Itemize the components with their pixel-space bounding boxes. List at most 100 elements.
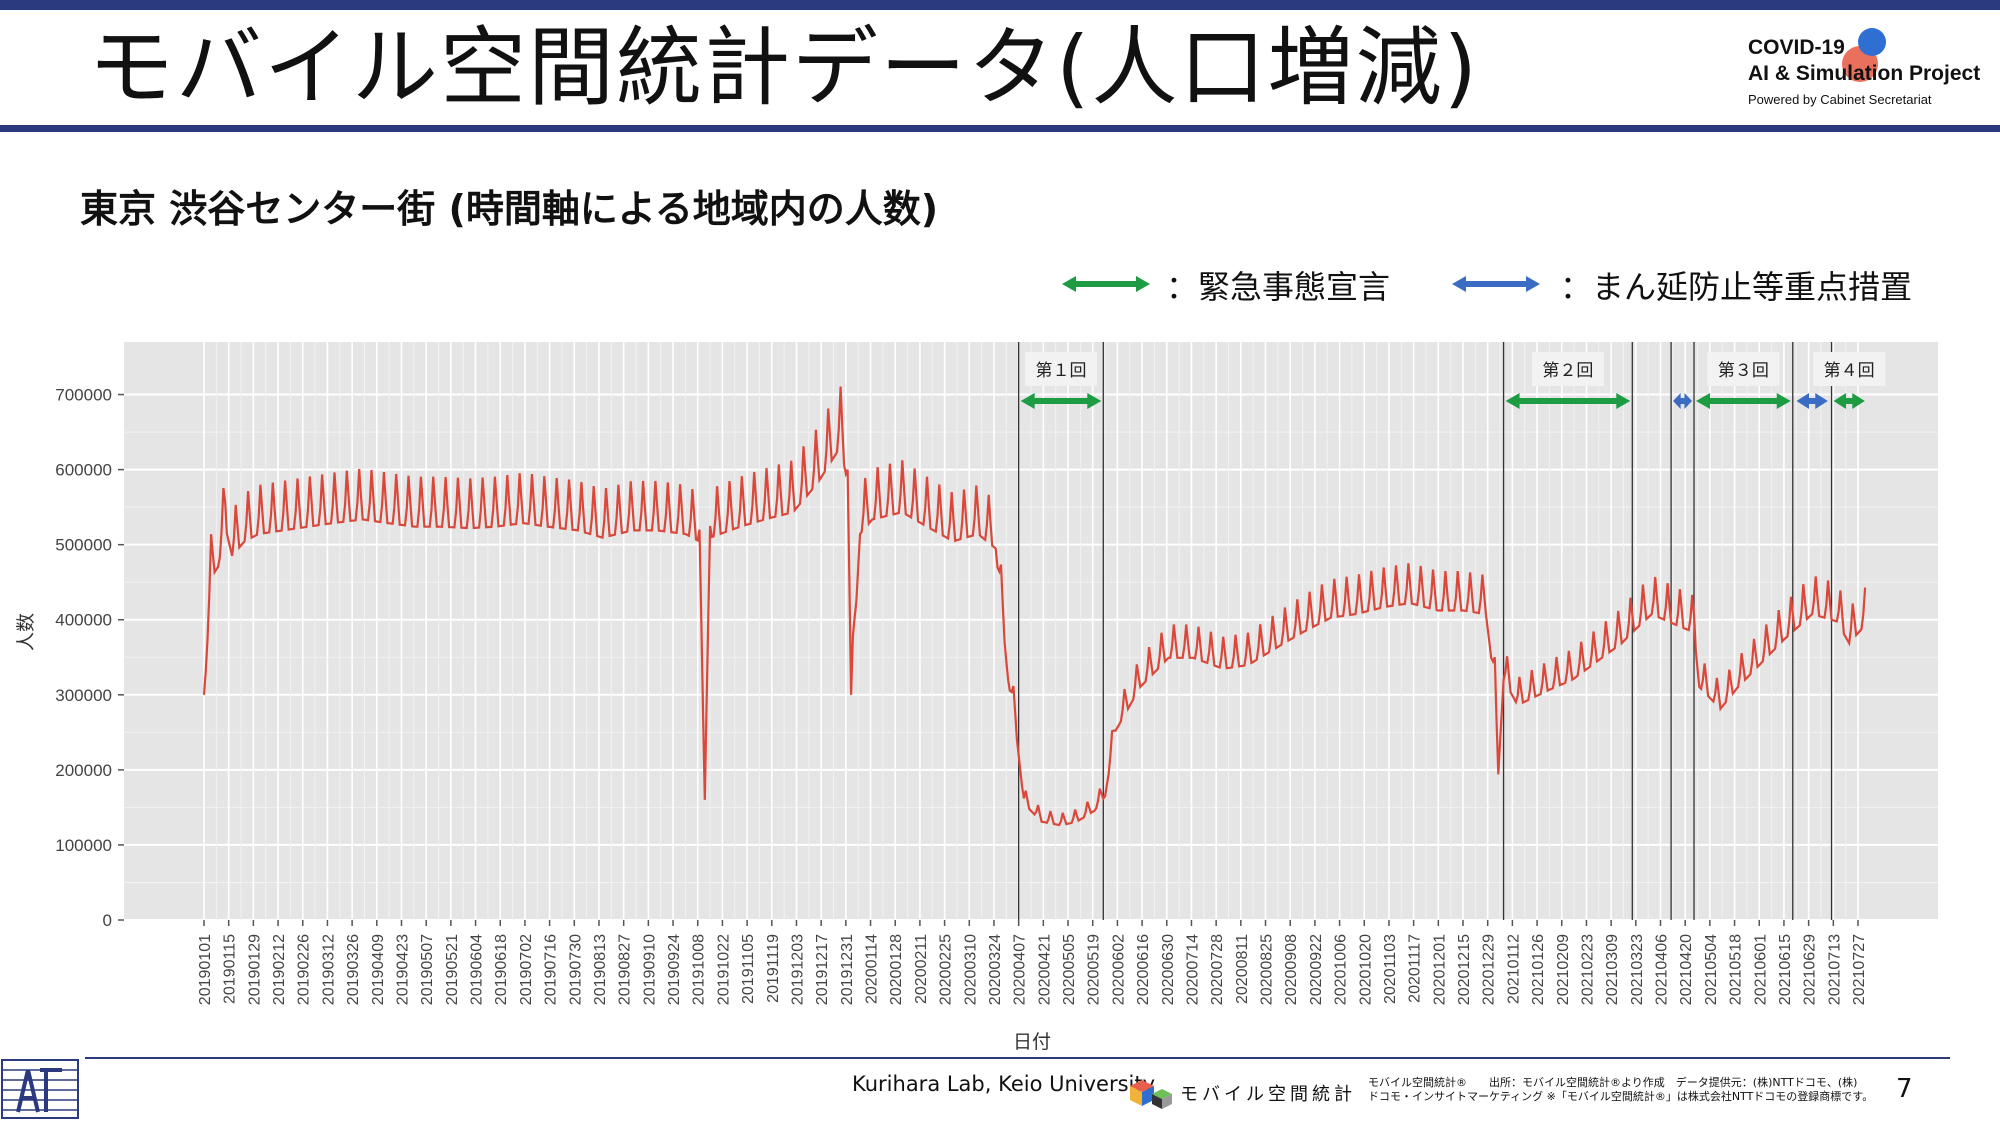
brand-line3: Powered by Cabinet Secretariat xyxy=(1748,92,1932,107)
x-tick-label: 20200505 xyxy=(1061,934,1078,1005)
x-tick-label: 20191008 xyxy=(691,934,708,1005)
slide-title: モバイル空間統計データ(人口増減) xyxy=(88,18,1480,118)
brand-blue-circle xyxy=(1858,28,1886,56)
x-tick-label: 20210223 xyxy=(1579,934,1596,1005)
x-tick-label: 20190924 xyxy=(666,934,683,1005)
emergency-period-arrow xyxy=(1696,393,1791,409)
footer-source-line1: モバイル空間統計® 出所：モバイル空間統計®より作成 データ提供元：(株)NTT… xyxy=(1368,1076,1858,1089)
x-tick-label: 20210323 xyxy=(1629,934,1646,1005)
period-label: 第４回 xyxy=(1824,361,1875,381)
x-tick-label: 20200616 xyxy=(1135,934,1152,1005)
brand-logo: COVID-19 AI & Simulation Project Powered… xyxy=(1748,28,1988,118)
x-tick-label: 20200811 xyxy=(1234,934,1251,1004)
x-tick-label: 20190910 xyxy=(641,934,658,1005)
legend-emergency-label: ：緊急事態宣言 xyxy=(1166,268,1391,306)
x-tick-label: 20200825 xyxy=(1259,934,1276,1005)
x-tick-label: 20210126 xyxy=(1530,934,1547,1005)
y-tick-label: 200000 xyxy=(55,761,112,780)
x-tick-label: 20190730 xyxy=(567,934,584,1005)
emergency-period-arrow xyxy=(1020,393,1102,409)
x-tick-label: 20200602 xyxy=(1110,934,1127,1005)
brand-line1: COVID-19 xyxy=(1748,36,1845,59)
footer-source: モバイル空間統計® 出所：モバイル空間統計®より作成 データ提供元：(株)NTT… xyxy=(1368,1076,1888,1104)
x-axis-label: 日付 xyxy=(1013,1031,1051,1053)
chart-subtitle: 東京 渋谷センター街 (時間軸による地域内の人数) xyxy=(80,187,939,231)
page-number: 7 xyxy=(1896,1074,1913,1104)
top-rule xyxy=(0,0,2000,10)
x-tick-label: 20200630 xyxy=(1160,934,1177,1005)
emergency-period-arrow xyxy=(1505,393,1631,409)
x-tick-label: 20210309 xyxy=(1604,934,1621,1005)
x-tick-label: 20201117 xyxy=(1407,934,1424,1003)
x-tick-label: 20190129 xyxy=(246,934,263,1005)
period-label: 第３回 xyxy=(1718,361,1769,381)
brand-line2: AI & Simulation Project xyxy=(1748,62,1981,85)
x-tick-label: 20201215 xyxy=(1456,934,1473,1005)
cube-icon xyxy=(1130,1080,1172,1109)
x-tick-label: 20210420 xyxy=(1678,934,1695,1005)
x-tick-label: 20200421 xyxy=(1036,934,1053,1005)
x-tick-label: 20190312 xyxy=(320,934,337,1005)
period-label-box xyxy=(1707,352,1780,386)
x-tick-label: 20191105 xyxy=(740,934,757,1004)
x-tick-label: 20200407 xyxy=(1012,934,1029,1005)
x-tick-label: 20190521 xyxy=(444,934,461,1005)
x-tick-label: 20190423 xyxy=(394,934,411,1005)
x-tick-label: 20201201 xyxy=(1431,934,1448,1005)
y-tick-label: 0 xyxy=(103,911,112,930)
y-tick-label: 400000 xyxy=(55,611,112,630)
x-tick-label: 20210504 xyxy=(1703,934,1720,1005)
footer-source-line2: ドコモ・インサイトマーケティング ※「モバイル空間統計®」は株式会社NTTドコモ… xyxy=(1368,1090,1874,1103)
x-tick-label: 20190212 xyxy=(271,934,288,1005)
emergency-period-arrow xyxy=(1833,393,1865,409)
x-tick-label: 20191217 xyxy=(814,934,831,1005)
period-markers: 第１回 第２回 第３回 第４回 xyxy=(1018,342,1886,920)
x-tick-label: 20190409 xyxy=(370,934,387,1005)
x-tick-label: 20200324 xyxy=(987,934,1004,1005)
x-tick-label: 20200225 xyxy=(938,934,955,1005)
x-tick-label: 20191203 xyxy=(789,934,806,1005)
y-tick-label: 500000 xyxy=(55,536,112,555)
x-tick-label: 20190101 xyxy=(197,934,214,1005)
x-tick-label: 20190813 xyxy=(592,934,609,1005)
x-tick-label: 20190326 xyxy=(345,934,362,1005)
mobile-spatial-statistics-logo: モバイル空間統計 xyxy=(1122,1072,1352,1112)
y-tick-label: 300000 xyxy=(55,686,112,705)
x-tick-label: 20200114 xyxy=(864,934,881,1004)
x-tick-label: 20190226 xyxy=(296,934,313,1005)
x-tick-label: 20190827 xyxy=(617,934,634,1005)
priority-period-arrow xyxy=(1673,393,1693,409)
x-tick-label: 20190716 xyxy=(543,934,560,1005)
period-label: 第１回 xyxy=(1035,361,1086,381)
x-tick-label: 20190115 xyxy=(222,934,239,1004)
x-tick-label: 20201103 xyxy=(1382,934,1399,1004)
x-tick-label: 20200519 xyxy=(1086,934,1103,1005)
x-tick-label: 20190618 xyxy=(493,934,510,1005)
x-tick-label: 20210713 xyxy=(1826,934,1843,1005)
x-tick-label: 20190507 xyxy=(419,934,436,1005)
x-tick-label: 20191022 xyxy=(715,934,732,1005)
x-tick-label: 20200310 xyxy=(962,934,979,1005)
y-tick-label: 100000 xyxy=(55,836,112,855)
legend-priority-label: ：まん延防止等重点措置 xyxy=(1560,268,1913,306)
x-tick-label: 20210615 xyxy=(1777,934,1794,1005)
x-tick-label: 20200908 xyxy=(1283,934,1300,1005)
x-axis: 20190101 20190115 20190129 20190212 20190226… xyxy=(197,920,1868,1005)
x-tick-label: 20200714 xyxy=(1184,934,1201,1005)
footer-rule xyxy=(85,1057,1950,1059)
x-tick-label: 20190702 xyxy=(518,934,535,1005)
x-tick-label: 20200128 xyxy=(888,934,905,1005)
x-tick-label: 20200922 xyxy=(1308,934,1325,1005)
y-tick-label: 600000 xyxy=(55,461,112,480)
priority-period-arrow xyxy=(1796,393,1828,409)
legend-arrows xyxy=(1062,276,1540,292)
keio-logo-icon xyxy=(0,1058,80,1120)
period-label-box xyxy=(1531,352,1604,386)
x-tick-label: 20190604 xyxy=(469,934,486,1005)
x-tick-label: 20200211 xyxy=(913,934,930,1004)
x-tick-label: 20210209 xyxy=(1555,934,1572,1005)
period-label-box xyxy=(1813,352,1886,386)
period-label: 第２回 xyxy=(1542,361,1593,381)
x-tick-label: 20201229 xyxy=(1481,934,1498,1005)
